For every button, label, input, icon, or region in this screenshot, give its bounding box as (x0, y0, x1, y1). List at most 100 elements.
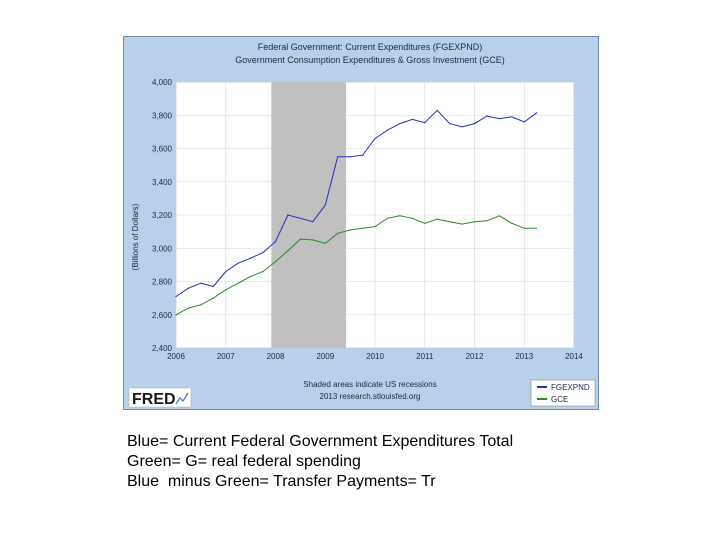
data-point-fgexpnd (324, 204, 326, 206)
data-point-gce (473, 221, 476, 223)
fred-chart-panel: Federal Government: Current Expenditures… (123, 36, 599, 410)
fred-logo-graph-icon (175, 392, 189, 405)
data-point-fgexpnd (374, 137, 376, 140)
footnote-line-1: Shaded areas indicate US recessions (303, 380, 436, 389)
x-tick-label: 2013 (515, 352, 533, 361)
data-point-fgexpnd (262, 251, 264, 253)
data-point-gce (498, 215, 500, 217)
x-tick-label: 2007 (217, 352, 235, 361)
data-point-fgexpnd (362, 154, 364, 156)
y-tick-labels: 2,400 2,600 2,800 3,000 3,200 3,400 3,600 3,800… (152, 78, 173, 353)
data-point-fgexpnd (349, 156, 351, 158)
data-point-gce (324, 242, 326, 244)
series-line-gce (175, 215, 537, 316)
series-lines (175, 109, 538, 316)
line-chart: Federal Government: Current Expenditures… (128, 42, 596, 408)
data-point-fgexpnd (473, 123, 476, 125)
data-point-gce (461, 223, 463, 225)
x-tick-label: 2011 (416, 352, 434, 361)
footnote-line-2: 2013 research.stlouisfed.org (320, 392, 421, 401)
caption-text-block: Blue= Current Federal Government Expendi… (127, 432, 513, 492)
y-tick-label: 3,400 (152, 178, 173, 187)
data-point-gce (411, 217, 413, 219)
data-point-gce (237, 282, 239, 284)
data-point-fgexpnd (225, 270, 227, 273)
data-point-fgexpnd (449, 123, 451, 125)
legend-label-fgexpnd: FGEXPND (551, 383, 590, 392)
y-tick-label: 3,800 (152, 111, 173, 120)
data-point-fgexpnd (411, 118, 413, 120)
fred-logo-text: FRED (132, 391, 176, 408)
data-point-fgexpnd (386, 129, 388, 131)
legend: FGEXPND GCE (530, 379, 596, 407)
data-point-fgexpnd (200, 282, 202, 284)
x-tick-label: 2014 (565, 352, 583, 361)
y-tick-label: 3,200 (152, 211, 173, 220)
gridlines (175, 81, 575, 349)
data-point-gce (262, 270, 264, 273)
y-tick-label: 2,800 (152, 278, 173, 287)
data-point-gce (523, 227, 525, 229)
legend-label-gce: GCE (551, 395, 568, 404)
data-point-fgexpnd (287, 214, 289, 216)
data-point-fgexpnd (299, 217, 301, 219)
chart-subtitle: Government Consumption Expenditures & Gr… (235, 55, 505, 65)
data-point-gce (436, 218, 438, 220)
data-point-fgexpnd (436, 109, 438, 111)
data-point-fgexpnd (536, 112, 538, 114)
data-point-gce (486, 220, 488, 222)
data-point-gce (449, 221, 451, 223)
data-point-gce (399, 215, 401, 217)
legend-box (530, 379, 596, 407)
y-tick-label: 3,600 (152, 145, 173, 154)
y-tick-label: 2,600 (152, 311, 173, 320)
data-point-fgexpnd (424, 122, 426, 124)
x-tick-label: 2012 (466, 352, 484, 361)
data-point-fgexpnd (274, 241, 277, 243)
data-point-gce (299, 238, 301, 240)
data-point-fgexpnd (337, 156, 339, 158)
data-point-gce (349, 229, 351, 231)
data-point-fgexpnd (187, 287, 189, 289)
data-point-gce (362, 227, 364, 229)
recession-band (271, 82, 346, 348)
data-point-gce (212, 297, 214, 299)
x-tick-label: 2010 (366, 352, 384, 361)
x-tick-label: 2006 (167, 352, 185, 361)
data-point-gce (536, 227, 538, 229)
data-point-fgexpnd (511, 116, 513, 118)
data-point-fgexpnd (399, 123, 401, 125)
data-point-gce (424, 222, 426, 224)
y-axis-title: (Billions of Dollars) (131, 203, 140, 270)
data-point-gce (287, 250, 289, 252)
data-point-gce (511, 222, 513, 224)
data-point-gce (374, 226, 376, 228)
data-point-gce (250, 275, 252, 278)
caption-line-2: Green= G= real federal spending (127, 453, 361, 470)
data-point-gce (187, 307, 189, 309)
x-tick-labels: 2006 2007 2008 2009 2010 2011 2012 2013 2014 (167, 352, 583, 361)
y-tick-label: 4,000 (152, 78, 173, 87)
data-point-gce (175, 314, 177, 316)
caption-line-1: Blue= Current Federal Government Expendi… (127, 433, 514, 450)
data-point-fgexpnd (498, 118, 500, 120)
data-point-gce (386, 217, 388, 219)
recession-shading (271, 82, 346, 348)
x-tick-label: 2009 (316, 352, 334, 361)
data-point-fgexpnd (175, 295, 177, 298)
data-point-gce (312, 239, 314, 241)
data-point-fgexpnd (461, 126, 463, 128)
data-point-gce (200, 304, 202, 306)
data-point-gce (225, 289, 227, 291)
data-point-fgexpnd (250, 257, 252, 259)
series-line-fgexpnd (175, 109, 537, 297)
y-tick-label: 2,400 (152, 344, 173, 353)
data-point-fgexpnd (486, 115, 488, 117)
fred-logo: FRED (128, 387, 192, 408)
data-point-gce (274, 261, 277, 263)
caption-line-3: Blue minus Green= Transfer Payments= Tr (127, 473, 436, 490)
data-point-fgexpnd (212, 285, 214, 288)
data-point-fgexpnd (523, 121, 525, 123)
data-point-fgexpnd (237, 262, 239, 264)
y-tick-label: 3,000 (152, 244, 173, 253)
